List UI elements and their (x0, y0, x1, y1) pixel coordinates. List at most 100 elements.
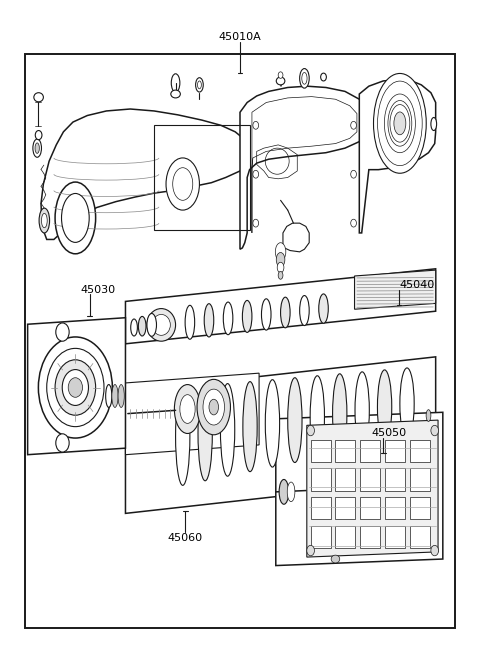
Circle shape (253, 121, 259, 129)
Ellipse shape (390, 105, 410, 142)
Ellipse shape (287, 482, 295, 502)
Ellipse shape (55, 360, 96, 415)
Text: 45040: 45040 (400, 280, 435, 290)
Ellipse shape (373, 73, 426, 174)
Ellipse shape (319, 294, 328, 324)
Ellipse shape (243, 382, 257, 472)
Circle shape (307, 546, 314, 556)
Ellipse shape (426, 409, 431, 421)
Ellipse shape (209, 400, 218, 415)
Ellipse shape (300, 69, 309, 88)
Circle shape (351, 219, 357, 227)
Ellipse shape (171, 74, 180, 92)
Bar (360, 526, 380, 548)
Ellipse shape (302, 73, 307, 84)
Circle shape (351, 121, 357, 129)
Bar (385, 526, 405, 548)
Circle shape (307, 425, 314, 436)
Ellipse shape (198, 81, 201, 89)
Ellipse shape (288, 378, 302, 462)
Ellipse shape (68, 378, 83, 398)
Ellipse shape (203, 389, 225, 425)
Ellipse shape (56, 434, 69, 452)
Ellipse shape (176, 388, 190, 485)
Ellipse shape (35, 130, 42, 140)
Ellipse shape (331, 555, 340, 563)
Ellipse shape (152, 314, 170, 335)
Ellipse shape (355, 372, 369, 449)
Ellipse shape (220, 384, 235, 476)
Ellipse shape (431, 117, 437, 130)
Bar (410, 526, 430, 548)
Ellipse shape (47, 348, 104, 426)
Ellipse shape (378, 81, 422, 166)
Polygon shape (125, 357, 436, 514)
Ellipse shape (131, 319, 137, 336)
Bar (360, 497, 380, 519)
Ellipse shape (300, 295, 309, 326)
Bar (336, 497, 356, 519)
Ellipse shape (394, 112, 406, 135)
Bar (385, 497, 405, 519)
Bar (360, 440, 380, 462)
Ellipse shape (196, 78, 203, 92)
Circle shape (253, 219, 259, 227)
Ellipse shape (147, 314, 156, 336)
Bar (336, 440, 356, 462)
Bar (385, 440, 405, 462)
Ellipse shape (377, 370, 392, 444)
Ellipse shape (112, 384, 118, 407)
Ellipse shape (386, 98, 413, 149)
Ellipse shape (400, 368, 414, 440)
Ellipse shape (204, 304, 214, 337)
Ellipse shape (197, 379, 230, 435)
Ellipse shape (33, 139, 41, 157)
Circle shape (431, 425, 439, 436)
Ellipse shape (384, 94, 415, 153)
Ellipse shape (41, 214, 47, 228)
Polygon shape (307, 420, 438, 557)
Bar (410, 497, 430, 519)
Bar (311, 468, 331, 491)
Bar (385, 468, 405, 491)
Bar (311, 526, 331, 548)
Ellipse shape (38, 337, 112, 438)
Ellipse shape (180, 395, 195, 423)
Ellipse shape (279, 479, 288, 504)
Circle shape (351, 170, 357, 178)
Ellipse shape (34, 93, 43, 102)
Ellipse shape (321, 73, 326, 81)
Ellipse shape (39, 208, 49, 233)
Bar (410, 468, 430, 491)
Ellipse shape (277, 262, 284, 272)
Bar (410, 440, 430, 462)
Polygon shape (125, 269, 436, 344)
Ellipse shape (265, 380, 280, 467)
Text: 45030: 45030 (80, 285, 115, 295)
Ellipse shape (198, 386, 212, 481)
Circle shape (431, 546, 439, 556)
Ellipse shape (56, 323, 69, 341)
Polygon shape (283, 223, 309, 252)
Polygon shape (125, 373, 259, 455)
Ellipse shape (171, 90, 180, 98)
Ellipse shape (276, 243, 286, 261)
Ellipse shape (173, 168, 193, 200)
Ellipse shape (62, 369, 88, 405)
Text: 45050: 45050 (371, 428, 407, 438)
Bar (360, 468, 380, 491)
Circle shape (253, 170, 259, 178)
Ellipse shape (174, 384, 201, 434)
Ellipse shape (118, 384, 124, 407)
Ellipse shape (262, 299, 271, 330)
Text: 45010A: 45010A (218, 32, 262, 43)
Ellipse shape (223, 302, 233, 335)
Polygon shape (41, 109, 247, 240)
Polygon shape (28, 318, 125, 455)
Polygon shape (360, 80, 436, 233)
Ellipse shape (147, 309, 176, 341)
Text: 45060: 45060 (168, 533, 203, 542)
Ellipse shape (138, 316, 146, 336)
Ellipse shape (276, 252, 285, 267)
Bar (154, 125, 250, 230)
